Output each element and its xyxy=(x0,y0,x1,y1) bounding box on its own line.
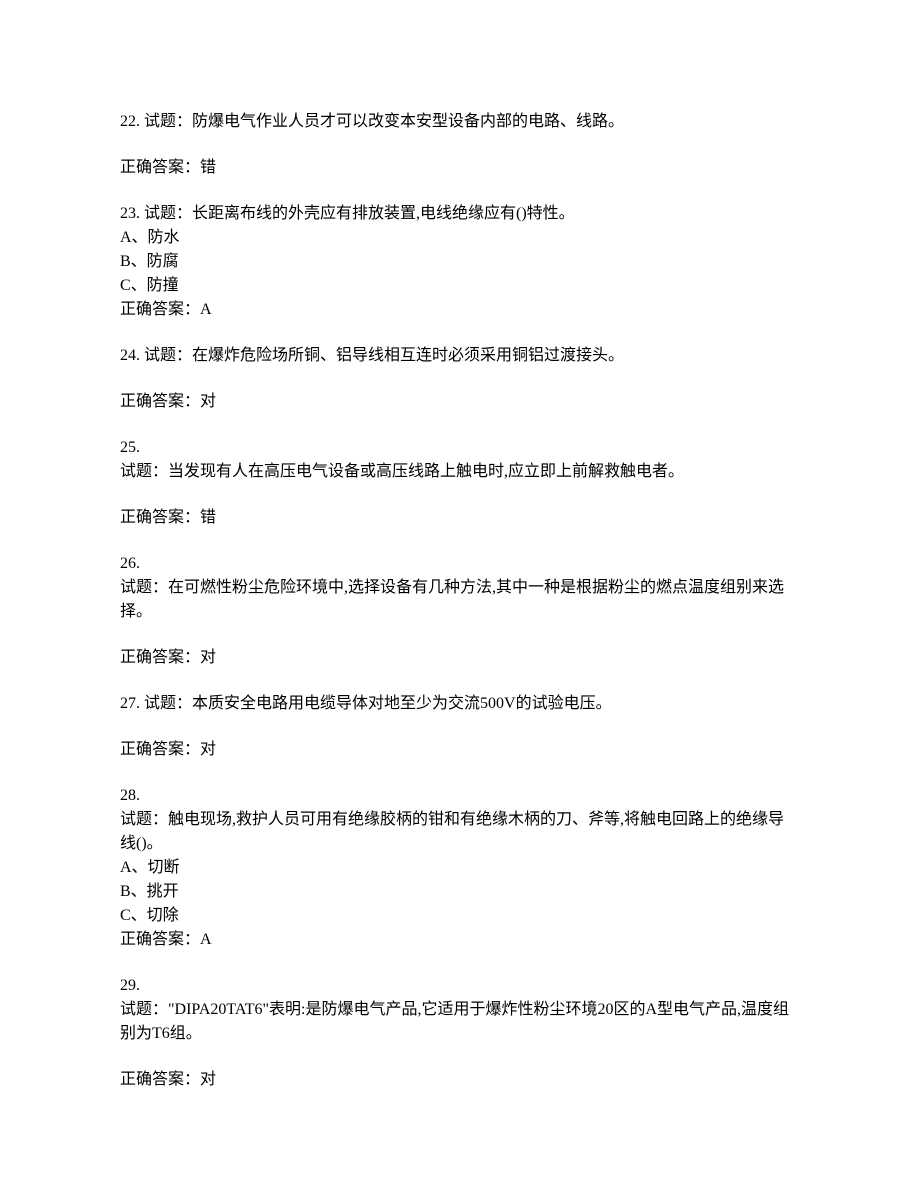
question-label: 试题： xyxy=(120,811,168,828)
question-number: 29. xyxy=(120,974,800,998)
question-label: 试题： xyxy=(120,1001,168,1018)
answer-line: 正确答案：A xyxy=(120,298,800,322)
answer-line: 正确答案：错 xyxy=(120,156,800,180)
question-line: 试题：触电现场,救护人员可用有绝缘胶柄的钳和有绝缘木柄的刀、斧等,将触电回路上的… xyxy=(120,808,800,856)
question-label: 试题： xyxy=(140,113,192,130)
question-line: 试题："DIPA20TAT6"表明:是防爆电气产品,它适用于爆炸性粉尘环境20区… xyxy=(120,998,800,1046)
question-text: 本质安全电路用电缆导体对地至少为交流500V的试验电压。 xyxy=(192,695,612,712)
answer-label: 正确答案： xyxy=(120,301,200,318)
question-text: 在爆炸危险场所铜、铝导线相互连时必须采用铜铝过渡接头。 xyxy=(192,347,624,364)
answer-value: 对 xyxy=(200,741,216,758)
question-text: 在可燃性粉尘危险环境中,选择设备有几种方法,其中一种是根据粉尘的燃点温度组别来选… xyxy=(120,579,784,620)
option: A、防水 xyxy=(120,226,800,250)
question-line: 22. 试题：防爆电气作业人员才可以改变本安型设备内部的电路、线路。 xyxy=(120,110,800,134)
answer-line: 正确答案：对 xyxy=(120,738,800,762)
answer-value: 错 xyxy=(200,509,216,526)
question-block: 25.试题：当发现有人在高压电气设备或高压线路上触电时,应立即上前解救触电者。正… xyxy=(120,436,800,530)
question-number: 24. xyxy=(120,347,140,364)
question-label: 试题： xyxy=(140,205,192,222)
question-line: 23. 试题：长距离布线的外壳应有排放装置,电线绝缘应有()特性。 xyxy=(120,202,800,226)
answer-value: A xyxy=(200,301,212,318)
question-block: 22. 试题：防爆电气作业人员才可以改变本安型设备内部的电路、线路。正确答案：错 xyxy=(120,110,800,180)
question-label: 试题： xyxy=(140,695,192,712)
answer-value: 错 xyxy=(200,159,216,176)
question-line: 24. 试题：在爆炸危险场所铜、铝导线相互连时必须采用铜铝过渡接头。 xyxy=(120,344,800,368)
answer-line: 正确答案：A xyxy=(120,928,800,952)
question-block: 26.试题：在可燃性粉尘危险环境中,选择设备有几种方法,其中一种是根据粉尘的燃点… xyxy=(120,552,800,670)
answer-label: 正确答案： xyxy=(120,159,200,176)
answer-label: 正确答案： xyxy=(120,649,200,666)
answer-value: 对 xyxy=(200,1071,216,1088)
answer-value: A xyxy=(200,931,212,948)
answer-value: 对 xyxy=(200,649,216,666)
answer-label: 正确答案： xyxy=(120,393,200,410)
question-block: 23. 试题：长距离布线的外壳应有排放装置,电线绝缘应有()特性。A、防水B、防… xyxy=(120,202,800,322)
option: B、防腐 xyxy=(120,250,800,274)
question-text: "DIPA20TAT6"表明:是防爆电气产品,它适用于爆炸性粉尘环境20区的A型… xyxy=(120,1001,789,1042)
answer-value: 对 xyxy=(200,393,216,410)
question-number: 26. xyxy=(120,552,800,576)
answer-label: 正确答案： xyxy=(120,741,200,758)
answer-line: 正确答案：对 xyxy=(120,390,800,414)
question-number: 27. xyxy=(120,695,140,712)
option: A、切断 xyxy=(120,856,800,880)
question-label: 试题： xyxy=(120,463,168,480)
question-block: 29.试题："DIPA20TAT6"表明:是防爆电气产品,它适用于爆炸性粉尘环境… xyxy=(120,974,800,1092)
question-number: 25. xyxy=(120,436,800,460)
answer-label: 正确答案： xyxy=(120,509,200,526)
question-number: 28. xyxy=(120,784,800,808)
question-text: 长距离布线的外壳应有排放装置,电线绝缘应有()特性。 xyxy=(192,205,575,222)
question-text: 防爆电气作业人员才可以改变本安型设备内部的电路、线路。 xyxy=(192,113,624,130)
question-line: 试题：当发现有人在高压电气设备或高压线路上触电时,应立即上前解救触电者。 xyxy=(120,460,800,484)
answer-line: 正确答案：对 xyxy=(120,1068,800,1092)
question-block: 24. 试题：在爆炸危险场所铜、铝导线相互连时必须采用铜铝过渡接头。正确答案：对 xyxy=(120,344,800,414)
answer-line: 正确答案：错 xyxy=(120,506,800,530)
question-label: 试题： xyxy=(140,347,192,364)
question-number: 23. xyxy=(120,205,140,222)
answer-label: 正确答案： xyxy=(120,931,200,948)
question-label: 试题： xyxy=(120,579,168,596)
question-block: 27. 试题：本质安全电路用电缆导体对地至少为交流500V的试验电压。正确答案：… xyxy=(120,692,800,762)
answer-label: 正确答案： xyxy=(120,1071,200,1088)
option: C、防撞 xyxy=(120,274,800,298)
option: B、挑开 xyxy=(120,880,800,904)
question-line: 试题：在可燃性粉尘危险环境中,选择设备有几种方法,其中一种是根据粉尘的燃点温度组… xyxy=(120,576,800,624)
question-line: 27. 试题：本质安全电路用电缆导体对地至少为交流500V的试验电压。 xyxy=(120,692,800,716)
question-number: 22. xyxy=(120,113,140,130)
question-text: 触电现场,救护人员可用有绝缘胶柄的钳和有绝缘木柄的刀、斧等,将触电回路上的绝缘导… xyxy=(120,811,784,852)
question-text: 当发现有人在高压电气设备或高压线路上触电时,应立即上前解救触电者。 xyxy=(168,463,684,480)
question-block: 28.试题：触电现场,救护人员可用有绝缘胶柄的钳和有绝缘木柄的刀、斧等,将触电回… xyxy=(120,784,800,952)
option: C、切除 xyxy=(120,904,800,928)
answer-line: 正确答案：对 xyxy=(120,646,800,670)
